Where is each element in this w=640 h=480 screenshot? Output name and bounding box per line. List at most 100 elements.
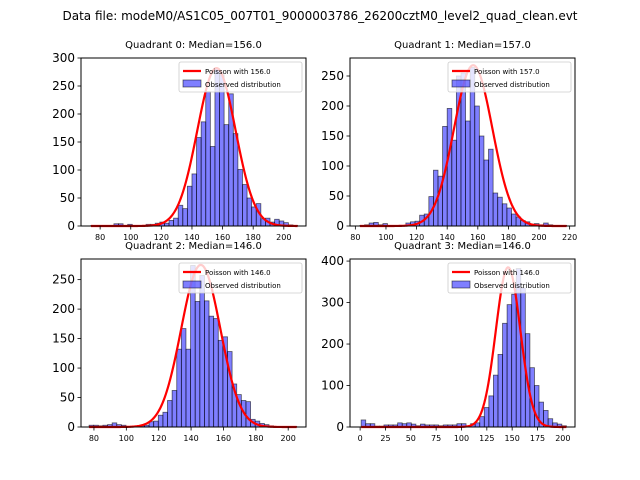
y-tick-label: 150 bbox=[321, 129, 344, 143]
x-tick-label: 200 bbox=[281, 434, 296, 443]
histogram-bar bbox=[474, 105, 480, 227]
histogram-bar bbox=[173, 217, 179, 227]
histogram-bar bbox=[223, 124, 230, 227]
histogram-bar bbox=[177, 204, 184, 227]
histogram-bar bbox=[182, 208, 188, 227]
y-tick-label: 400 bbox=[321, 254, 344, 268]
histogram-bar bbox=[209, 146, 216, 227]
axes-frame bbox=[349, 258, 576, 428]
legend: Poisson with 146.0 Observed distribution bbox=[178, 262, 303, 294]
legend-label-poisson: Poisson with 156.0 bbox=[205, 68, 271, 76]
x-tick-label: 120 bbox=[151, 434, 166, 443]
x-tick-label: 25 bbox=[380, 434, 390, 443]
x-tick-label: 160 bbox=[216, 434, 231, 443]
legend-label-observed: Observed distribution bbox=[474, 81, 550, 89]
legend-box bbox=[178, 61, 303, 93]
legend-patch-swatch bbox=[451, 79, 471, 88]
histogram-bar bbox=[502, 322, 508, 428]
y-tick-label: 250 bbox=[52, 79, 75, 93]
histogram-bar bbox=[204, 300, 210, 428]
x-tick-label: 100 bbox=[378, 233, 393, 242]
x-tick-label: 160 bbox=[215, 233, 230, 242]
y-tick-label: 100 bbox=[321, 159, 344, 173]
histogram-bar bbox=[180, 328, 187, 428]
legend-label-poisson: Poisson with 146.0 bbox=[474, 269, 540, 277]
axes-frame bbox=[80, 258, 307, 428]
x-tick-label: 120 bbox=[154, 233, 169, 242]
histogram-bar bbox=[199, 275, 205, 428]
y-tick-label: 100 bbox=[321, 379, 344, 393]
histogram-bar bbox=[506, 304, 513, 428]
histogram-bar bbox=[186, 185, 193, 227]
x-tick-label: 180 bbox=[501, 233, 516, 242]
legend-patch-swatch bbox=[451, 280, 471, 289]
x-tick-label: 200 bbox=[531, 233, 546, 242]
histogram-bar bbox=[506, 207, 512, 227]
x-tick-label: 125 bbox=[479, 434, 494, 443]
legend-box bbox=[447, 61, 572, 93]
histogram-bar bbox=[497, 354, 503, 428]
legend-label-poisson: Poisson with 146.0 bbox=[205, 269, 271, 277]
subplot-title: Quadrant 0: Median=156.0 bbox=[125, 40, 262, 51]
histogram-bar bbox=[488, 148, 494, 227]
subplot-title: Quadrant 2: Median=146.0 bbox=[125, 241, 262, 252]
x-tick-label: 180 bbox=[248, 434, 263, 443]
x-tick-label: 0 bbox=[358, 434, 363, 443]
x-tick-label: 50 bbox=[406, 434, 416, 443]
x-tick-label: 200 bbox=[555, 434, 570, 443]
y-tick-label: 200 bbox=[52, 107, 75, 121]
x-tick-label: 220 bbox=[562, 233, 577, 242]
subplot-title: Quadrant 3: Median=146.0 bbox=[394, 241, 531, 252]
y-tick-label: 0 bbox=[67, 219, 75, 233]
x-tick-label: 150 bbox=[505, 434, 520, 443]
y-tick-label: 0 bbox=[336, 420, 344, 434]
histogram-bar bbox=[176, 348, 182, 428]
y-tick-label: 200 bbox=[52, 302, 75, 316]
y-tick-label: 0 bbox=[336, 219, 344, 233]
y-tick-label: 300 bbox=[321, 296, 344, 310]
histogram-bar bbox=[245, 401, 251, 428]
legend-label-observed: Observed distribution bbox=[205, 282, 281, 290]
y-tick-label: 50 bbox=[60, 391, 75, 405]
histogram-bar bbox=[191, 173, 197, 227]
y-tick-label: 150 bbox=[52, 135, 75, 149]
x-tick-label: 200 bbox=[276, 233, 291, 242]
legend-label-observed: Observed distribution bbox=[474, 282, 550, 290]
histogram-bar bbox=[162, 411, 168, 428]
legend-patch-swatch bbox=[182, 280, 202, 289]
subplot-0: Quadrant 0: Median=156.0 0 50 100 150 200 250 3… bbox=[52, 40, 307, 242]
subplot-3: Quadrant 3: Median=146.0 0 100 200 300 400 0 25… bbox=[321, 241, 576, 443]
x-tick-label: 100 bbox=[123, 233, 138, 242]
y-tick-label: 50 bbox=[329, 189, 344, 203]
figure-suptitle: Data file: modeM0/AS1C05_007T01_90000037… bbox=[62, 9, 578, 23]
histogram-bar bbox=[451, 139, 457, 227]
histogram-bar bbox=[196, 137, 202, 227]
histogram-bar bbox=[251, 206, 257, 227]
histogram-bar bbox=[483, 159, 489, 227]
legend-box bbox=[447, 262, 572, 294]
histogram-bar bbox=[242, 184, 248, 227]
y-tick-label: 50 bbox=[60, 191, 75, 205]
y-tick-label: 200 bbox=[321, 99, 344, 113]
histogram-bar bbox=[194, 301, 201, 428]
x-tick-label: 75 bbox=[431, 434, 441, 443]
x-tick-label: 140 bbox=[440, 233, 455, 242]
histogram-bar bbox=[446, 108, 453, 227]
histogram-bar bbox=[492, 192, 499, 227]
x-tick-label: 120 bbox=[409, 233, 424, 242]
y-tick-label: 200 bbox=[321, 337, 344, 351]
histogram-bar bbox=[237, 169, 243, 227]
histogram-bar bbox=[200, 121, 207, 227]
histogram-bar bbox=[488, 395, 494, 428]
histogram-bar bbox=[185, 348, 191, 428]
histogram-bar bbox=[171, 390, 178, 428]
legend-patch-swatch bbox=[182, 79, 202, 88]
y-tick-label: 150 bbox=[52, 332, 75, 346]
x-tick-label: 175 bbox=[530, 434, 545, 443]
histogram-bar bbox=[478, 135, 485, 227]
histogram-bar bbox=[167, 400, 173, 428]
histogram-bar bbox=[213, 318, 219, 428]
histogram-bar bbox=[493, 374, 499, 428]
histogram-bar bbox=[479, 416, 485, 428]
